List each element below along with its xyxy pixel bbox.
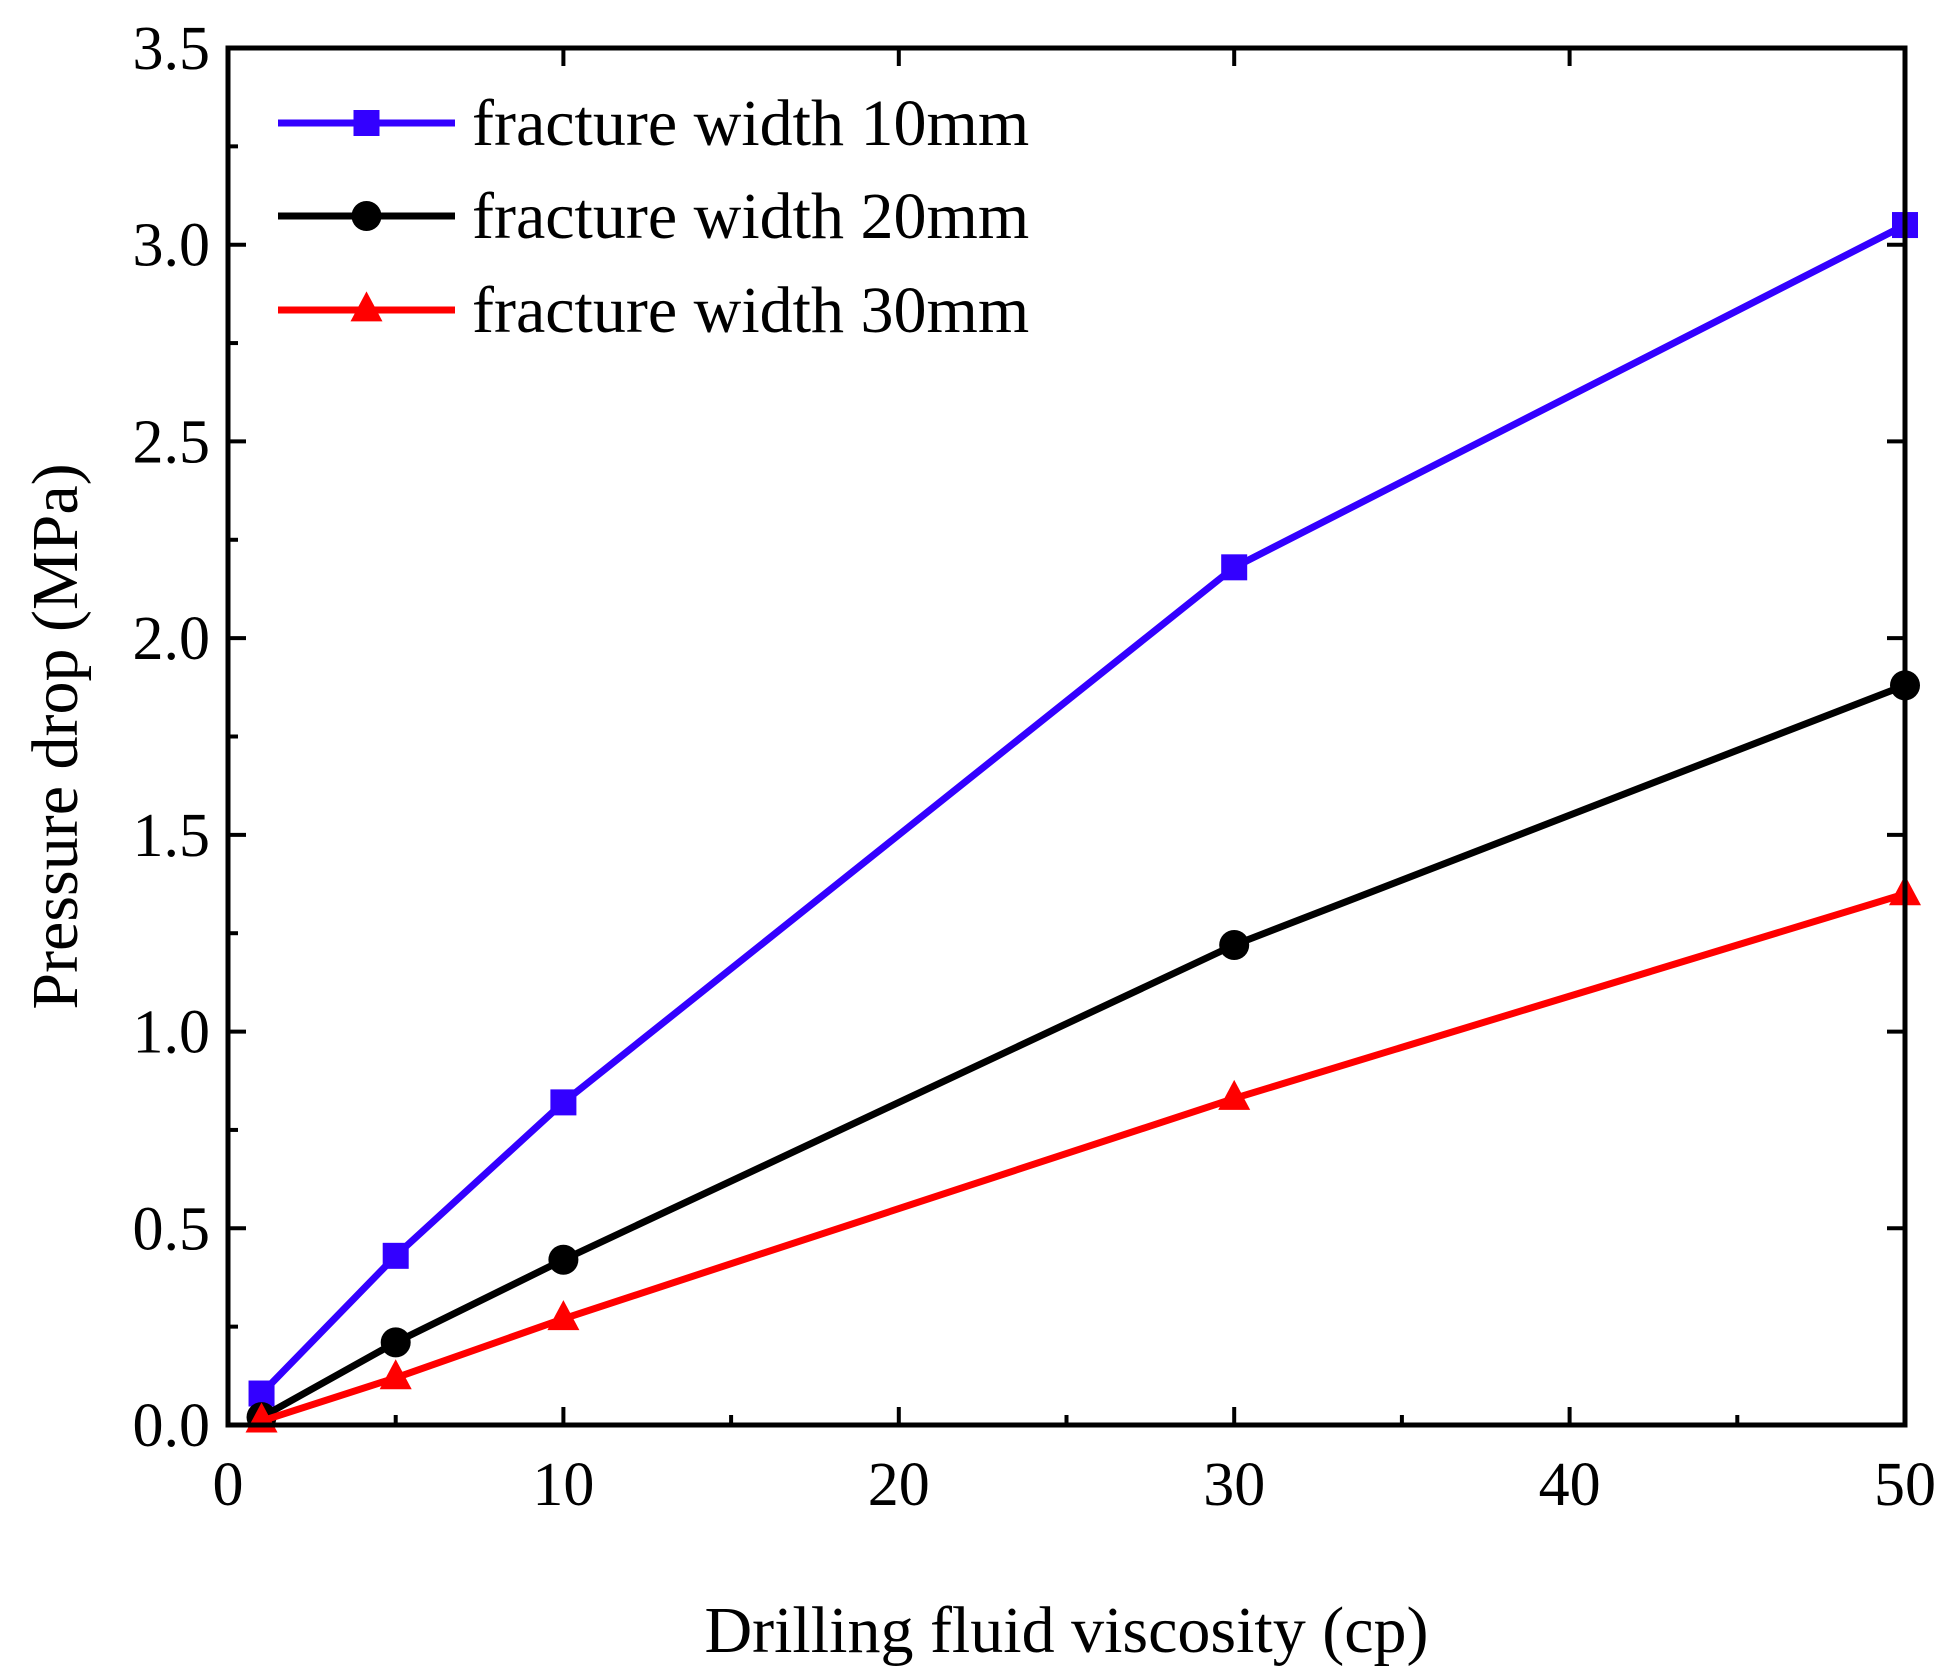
data-point-marker [380,1327,411,1358]
legend-entry: fracture width 10mm [278,87,1029,160]
legend-marker [351,201,382,231]
legend-marker [350,291,383,322]
x-tick-label: 40 [1539,1451,1601,1519]
x-tick-label: 30 [1203,1451,1265,1519]
series-1 [248,212,1918,1407]
y-tick-label: 1.5 [133,802,211,870]
data-point-marker [1218,1079,1251,1110]
legend-label: fracture width 30mm [472,274,1029,347]
series-line [259,221,1907,1396]
x-tick-label: 0 [213,1451,244,1519]
x-tick-label: 50 [1874,1451,1936,1519]
series-2 [246,670,1920,1433]
y-tick-label: 1.0 [133,999,211,1067]
legend-label: fracture width 10mm [472,87,1029,160]
y-axis-title: Pressure drop (MPa) [19,463,92,1009]
legend-entry: fracture width 20mm [278,180,1029,253]
legend-entry: fracture width 30mm [278,274,1029,347]
data-point-marker [1221,554,1248,581]
legend-marker [353,110,380,136]
data-point-marker [1219,930,1250,961]
data-point-marker [550,1089,577,1116]
plot-frame [225,45,1908,1428]
y-tick-label: 0.0 [133,1392,211,1460]
series-line [259,682,1907,1421]
data-point-marker [548,1244,579,1275]
data-point-marker [547,1300,580,1331]
series-3 [245,875,1921,1433]
x-tick-label: 20 [868,1451,930,1519]
y-tick-label: 0.5 [133,1195,211,1263]
y-tick-label: 3.5 [133,15,211,83]
axes-layer: 0 10 20 30 40 50 0.0 0.5 1.0 1.5 2.0 2.5 3.0 3.5 [133,15,1937,1519]
y-tick-label: 3.0 [133,212,211,280]
series-layer [245,212,1921,1433]
x-tick-label: 10 [532,1451,594,1519]
x-axis-title: Drilling fluid viscosity (cp) [704,1594,1428,1667]
y-tick-label: 2.5 [133,408,211,476]
data-point-marker [379,1359,412,1390]
legend-label: fracture width 20mm [472,180,1029,253]
y-tick-label: 2.0 [133,605,211,673]
legend: fracture width 10mm fracture width 20mm fr… [278,87,1029,347]
data-point-marker [382,1242,409,1269]
